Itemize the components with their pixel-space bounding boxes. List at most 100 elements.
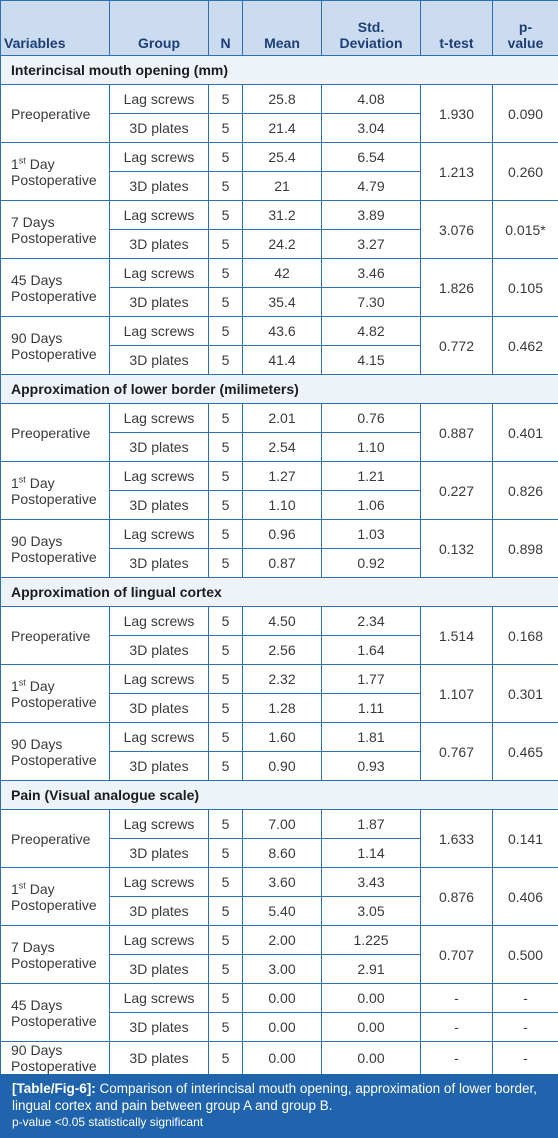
t-test-cell: -	[420, 1012, 493, 1042]
variable-label-ordinal: st	[18, 473, 26, 484]
table-row: 3D plates 5 41.4 4.15	[1, 345, 558, 375]
t-test-cell: 0.772	[420, 316, 493, 375]
sd-cell: 3.43	[321, 867, 421, 897]
variable-label-line1: Preoperative	[11, 830, 91, 847]
variable-label-ordinal: st	[18, 879, 26, 890]
mean-cell: 7.00	[242, 809, 322, 839]
t-test-cell: 3.076	[420, 200, 493, 259]
sd-cell: 1.64	[321, 635, 421, 665]
mean-cell: 1.28	[242, 693, 322, 723]
group-cell: 3D plates	[109, 1041, 209, 1075]
variable-label-line2: Postoperative	[11, 896, 97, 913]
n-cell: 5	[208, 345, 243, 375]
group-cell: Lag screws	[109, 867, 209, 897]
p-value-cell: 0.826	[492, 461, 558, 520]
n-cell: 5	[208, 1041, 243, 1075]
n-cell: 5	[208, 751, 243, 781]
table-row: 1st Day Postoperative Lag screws 5 25.4 6.54 1…	[0, 142, 558, 201]
header-group: Group	[109, 0, 209, 56]
table-caption: [Table/Fig-6]: Comparison of interincisa…	[0, 1074, 558, 1138]
group-cell: 3D plates	[109, 345, 209, 375]
table-row: 90 Days Postoperative 3D plates 5 0.00 0.00- -	[0, 1041, 558, 1075]
variable-label-line2: Postoperative	[11, 345, 97, 362]
group-cell: Lag screws	[109, 809, 209, 839]
group-cell: Lag screws	[109, 983, 209, 1013]
mean-cell: 35.4	[242, 287, 322, 317]
n-cell: 5	[208, 287, 243, 317]
mean-cell: 24.2	[242, 229, 322, 259]
n-cell: 5	[208, 461, 243, 491]
n-cell: 5	[208, 229, 243, 259]
variable-label-line1: Preoperative	[11, 105, 91, 122]
header-std-deviation: Std. Deviation	[321, 0, 421, 56]
group-cell: 3D plates	[109, 113, 209, 143]
header-sd-line1: Std.	[357, 19, 385, 35]
variable-label-day: 1	[11, 880, 19, 897]
t-test-cell: 0.876	[420, 867, 493, 926]
mean-cell: 1.27	[242, 461, 322, 491]
mean-cell: 43.6	[242, 316, 322, 346]
sd-cell: 1.21	[321, 461, 421, 491]
variable-label-unit: Day	[25, 155, 55, 172]
variable-label-line1: 90 Days	[11, 735, 63, 752]
group-cell: Lag screws	[109, 200, 209, 230]
group-cell: 3D plates	[109, 171, 209, 201]
variable-label-line2: Postoperative	[11, 287, 97, 304]
mean-cell: 0.00	[242, 1012, 322, 1042]
sd-cell: 3.05	[321, 896, 421, 926]
p-value-cell: -	[492, 1041, 558, 1075]
sd-cell: 1.03	[321, 519, 421, 549]
variable-label-unit: Day	[25, 474, 55, 491]
mean-cell: 2.00	[242, 925, 322, 955]
group-cell: Lag screws	[109, 461, 209, 491]
variable-label-line2: Postoperative	[11, 229, 97, 246]
variable-label: 90 Days Postoperative	[0, 519, 110, 578]
sd-cell: 0.76	[321, 403, 421, 433]
group-cell: 3D plates	[109, 635, 209, 665]
table-row: 3D plates 5 24.2 3.27	[1, 229, 558, 259]
sd-cell: 7.30	[321, 287, 421, 317]
p-value-cell: 0.465	[492, 722, 558, 781]
n-cell: 5	[208, 171, 243, 201]
mean-cell: 4.50	[242, 606, 322, 636]
mean-cell: 1.60	[242, 722, 322, 752]
sd-cell: 0.00	[321, 983, 421, 1013]
sd-cell: 0.93	[321, 751, 421, 781]
variable-label-line2: Postoperative	[11, 954, 97, 971]
t-test-cell: 1.633	[420, 809, 493, 868]
variable-label: 1st Day Postoperative	[0, 664, 110, 723]
p-value-cell: 0.105	[492, 258, 558, 317]
variable-label-day: 1	[11, 474, 19, 491]
variable-label-line2: Postoperative	[11, 751, 97, 768]
group-cell: Lag screws	[109, 722, 209, 752]
header-p-value: p-value	[492, 0, 558, 56]
n-cell: 5	[208, 258, 243, 288]
sd-cell: 4.79	[321, 171, 421, 201]
t-test-cell: 0.132	[420, 519, 493, 578]
p-value-cell: 0.301	[492, 664, 558, 723]
sd-cell: 4.08	[321, 84, 421, 114]
mean-cell: 0.87	[242, 548, 322, 578]
variable-label-line1: Preoperative	[11, 424, 91, 441]
group-cell: 3D plates	[109, 751, 209, 781]
sd-cell: 1.06	[321, 490, 421, 520]
table-row: 7 Days Postoperative Lag screws 5 2.00 1.225 0…	[0, 925, 558, 984]
variable-label: Preoperative	[0, 84, 110, 143]
variable-label: 7 Days Postoperative	[0, 925, 110, 984]
t-test-cell: 1.930	[420, 84, 493, 143]
table-row: 1st Day Postoperative Lag screws 5 1.27 1.21 0…	[0, 461, 558, 520]
n-cell: 5	[208, 925, 243, 955]
variable-label-line1: 7 Days	[11, 938, 55, 955]
variable-label-unit: Day	[25, 880, 55, 897]
variable-label-line1: 45 Days	[11, 271, 63, 288]
mean-cell: 0.90	[242, 751, 322, 781]
section-row: Approximation of lingual cortex	[0, 577, 558, 607]
n-cell: 5	[208, 664, 243, 694]
variable-label: 1st Day Postoperative	[0, 142, 110, 201]
variable-label-ordinal: st	[18, 676, 26, 687]
table-row: 45 Days Postoperative Lag screws 5 0.00 0.00-…	[0, 983, 558, 1042]
variable-label-line1: Preoperative	[11, 627, 91, 644]
mean-cell: 3.00	[242, 954, 322, 984]
group-cell: Lag screws	[109, 606, 209, 636]
